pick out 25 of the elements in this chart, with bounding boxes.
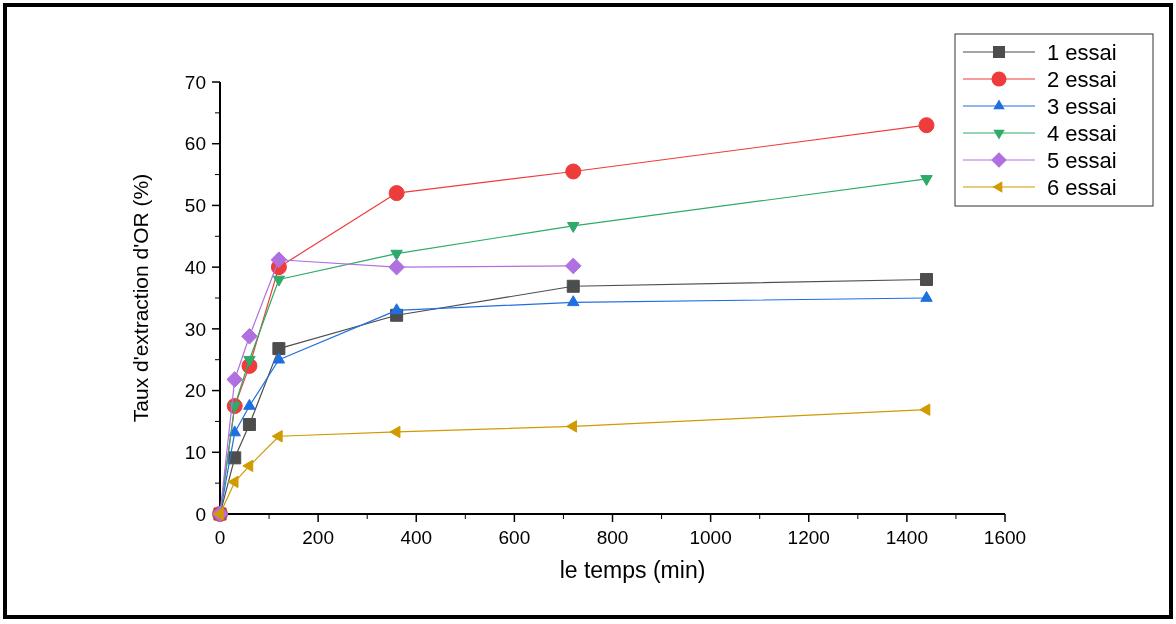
legend-label: 3 essai [1047,93,1117,119]
y-tick-label: 50 [184,195,206,217]
y-tick-label: 0 [195,503,206,525]
y-tick-label: 60 [184,133,206,155]
x-tick-label: 1600 [983,527,1027,548]
legend-label: 1 essai [1047,39,1117,65]
x-tick-label: 0 [214,527,226,548]
legend-label: 2 essai [1047,66,1117,92]
y-tick-label: 70 [184,71,206,93]
y-axis-title: Taux d'extraction d'OR (%) [129,173,152,423]
y-tick-label: 10 [184,441,206,463]
x-tick-label: 400 [400,527,433,548]
x-tick-label: 1200 [787,527,830,548]
legend-label: 6 essai [1047,174,1117,200]
x-axis-title: le temps (min) [559,557,706,583]
x-tick-label: 1000 [689,527,732,548]
x-tick-label: 600 [498,527,531,548]
x-tick-label: 1400 [885,527,929,548]
x-tick-label: 800 [596,527,629,548]
y-tick-label: 40 [184,256,206,278]
y-tick-label: 20 [184,380,206,402]
x-tick-label: 200 [302,527,334,548]
y-tick-label: 30 [184,318,206,340]
legend-label: 5 essai [1047,147,1117,173]
legend-label: 4 essai [1047,120,1117,146]
